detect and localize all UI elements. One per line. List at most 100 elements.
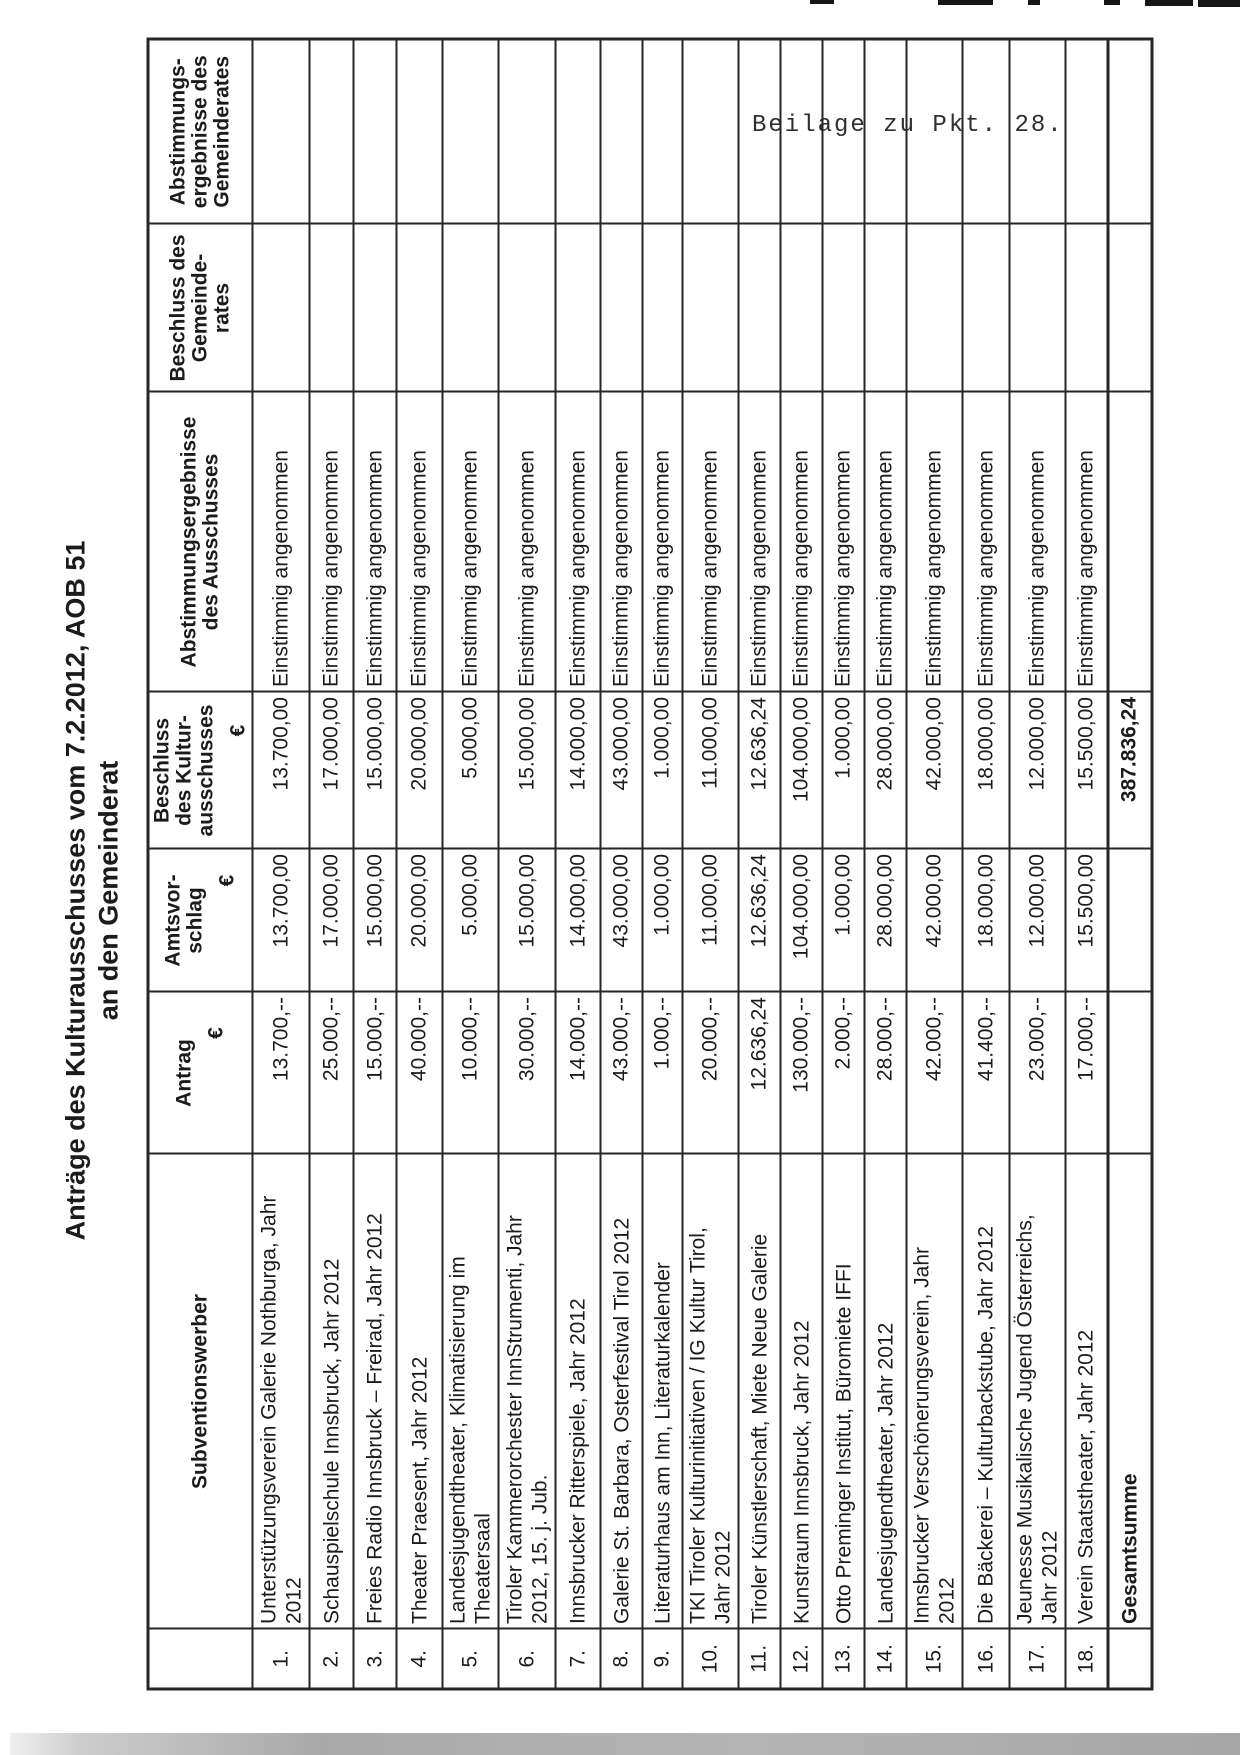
antrag-value: 42.000,--	[906, 992, 963, 1154]
applicant-name: TKI Tiroler Kulturinitiativen / IG Kultu…	[682, 1154, 739, 1629]
row-number: 13.	[822, 1629, 865, 1689]
table-row: 12. Kunstraum Innsbruck, Jahr 2012 130.0…	[780, 39, 823, 1689]
amtsvorschlag-value: 5.000,00	[442, 849, 499, 992]
abstimmung-gemeinderat-cell	[738, 39, 781, 224]
abstimmung-gemeinderat-cell	[1065, 39, 1108, 224]
beschluss-gemeinderat-total-cell	[1107, 224, 1152, 392]
applicant-name: Jeunesse Musikalische Jugend Österreichs…	[1009, 1154, 1066, 1629]
beschluss-gemeinderat-cell	[962, 224, 1010, 392]
applicant-name: Innsbrucker Ritterspiele, Jahr 2012	[555, 1154, 601, 1629]
row-number: 10.	[682, 1629, 739, 1689]
amtsvorschlag-value: 42.000,00	[906, 849, 963, 992]
vote-result: Einstimmig angenommen	[642, 392, 683, 692]
table-row: 9. Literaturhaus am Inn, Literaturkalend…	[642, 39, 683, 1689]
vote-result: Einstimmig angenommen	[962, 392, 1010, 692]
vote-total-cell	[1107, 392, 1152, 692]
table-row: 10. TKI Tiroler Kulturinitiativen / IG K…	[682, 39, 739, 1689]
row-number: 16.	[962, 1629, 1010, 1689]
col-header-abstimmung-gemeinderat: Abstimmungs- ergebnisse des Gemeinderate…	[148, 39, 253, 224]
beschluss-gemeinderat-cell	[906, 224, 963, 392]
page-title-line1: Anträge des Kulturausschusses vom 7.2.20…	[60, 540, 91, 1241]
abstimmung-gemeinderat-cell	[822, 39, 865, 224]
beschluss-value: 15.000,00	[498, 692, 556, 849]
beschluss-value: 12.000,00	[1009, 692, 1066, 849]
beschluss-value: 43.000,00	[600, 692, 643, 849]
vote-result: Einstimmig angenommen	[396, 392, 443, 692]
beschluss-gemeinderat-cell	[442, 224, 499, 392]
table-row: 5. Landesjugendtheater, Klimatisierung i…	[442, 39, 499, 1689]
amtsvorschlag-value: 43.000,00	[600, 849, 643, 992]
table-row: 13. Otto Preminger Institut, Büromiete I…	[822, 39, 865, 1689]
table-row: 6. Tiroler Kammerorchester InnStrumenti,…	[498, 39, 556, 1689]
table-row: 3. Freies Radio Innsbruck – Freirad, Jah…	[353, 39, 397, 1689]
antrag-value: 30.000,--	[498, 992, 556, 1154]
col-header-amtsvorschlag-label: Amtsvor- schlag	[161, 874, 207, 967]
table-row: 1. Unterstützungsverein Galerie Nothburg…	[252, 39, 310, 1689]
table-row: 11. Tiroler Künstlerschaft, Miete Neue G…	[738, 39, 781, 1689]
beschluss-value: 13.700,00	[252, 692, 310, 849]
total-label: Gesamtsumme	[1107, 1154, 1152, 1629]
applicant-name: Landesjugendtheater, Jahr 2012	[864, 1154, 907, 1629]
beschluss-value: 5.000,00	[442, 692, 499, 849]
euro-sign: €	[215, 874, 239, 887]
beschluss-gemeinderat-cell	[1065, 224, 1108, 392]
table-row: 15. Innsbrucker Verschönerungsverein, Ja…	[906, 39, 963, 1689]
beschluss-value: 1.000,00	[822, 692, 865, 849]
abstimmung-gemeinderat-cell	[780, 39, 823, 224]
applicant-name: Schauspielschule Innsbruck, Jahr 2012	[309, 1154, 354, 1629]
scan-artifact-dash	[1104, 0, 1120, 5]
euro-sign: €	[226, 724, 250, 737]
vote-result: Einstimmig angenommen	[682, 392, 739, 692]
antrag-value: 23.000,--	[1009, 992, 1066, 1154]
antrag-value: 28.000,--	[864, 992, 907, 1154]
beschluss-gemeinderat-cell	[252, 224, 310, 392]
beschluss-value: 20.000,00	[396, 692, 443, 849]
antrag-value: 13.700,--	[252, 992, 310, 1154]
beschluss-value: 17.000,00	[309, 692, 354, 849]
col-header-beschluss-kultur-label: Beschluss des Kultur- ausschusses	[150, 704, 218, 837]
amtsvorschlag-value: 11.000,00	[682, 849, 739, 992]
col-header-beschluss-gemeinderat: Beschluss des Gemeinde- rates	[148, 224, 253, 392]
vote-result: Einstimmig angenommen	[353, 392, 397, 692]
amtsvorschlag-value: 1.000,00	[822, 849, 865, 992]
row-number: 3.	[353, 1629, 397, 1689]
scan-artifact-dash	[938, 0, 993, 5]
vote-result: Einstimmig angenommen	[822, 392, 865, 692]
vote-result: Einstimmig angenommen	[1009, 392, 1066, 692]
beschluss-gemeinderat-cell	[738, 224, 781, 392]
vote-result: Einstimmig angenommen	[780, 392, 823, 692]
page-title: Anträge des Kulturausschusses vom 7.2.20…	[60, 26, 126, 1755]
amtsvorschlag-value: 104.000,00	[780, 849, 823, 992]
col-header-abstimmung-ausschuss: Abstimmungsergebnisse des Ausschusses	[148, 392, 253, 692]
beschluss-gemeinderat-cell	[498, 224, 556, 392]
applicant-name: Literaturhaus am Inn, Literaturkalender	[642, 1154, 683, 1629]
applicant-name: Unterstützungsverein Galerie Nothburga, …	[252, 1154, 310, 1629]
row-number: 4.	[396, 1629, 443, 1689]
beschluss-value: 15.500,00	[1065, 692, 1108, 849]
scan-artifact-dash	[1198, 0, 1240, 7]
row-number: 6.	[498, 1629, 556, 1689]
amtsvorschlag-value: 20.000,00	[396, 849, 443, 992]
col-header-beschluss-kultur: Beschluss des Kultur- ausschusses €	[148, 692, 253, 849]
vote-result: Einstimmig angenommen	[555, 392, 601, 692]
abstimmung-gemeinderat-cell	[353, 39, 397, 224]
amtsvorschlag-value: 15.000,00	[498, 849, 556, 992]
amtsvorschlag-value: 15.500,00	[1065, 849, 1108, 992]
amtsvorschlag-total	[1107, 849, 1152, 992]
antrag-value: 1.000,--	[642, 992, 683, 1154]
abstimmung-gemeinderat-cell	[309, 39, 354, 224]
applicant-name: Freies Radio Innsbruck – Freirad, Jahr 2…	[353, 1154, 397, 1629]
table-row: 18. Verein Staatstheater, Jahr 2012 17.0…	[1065, 39, 1108, 1689]
col-header-amtsvorschlag: Amtsvor- schlag €	[148, 849, 253, 992]
applicant-name: Die Bäckerei – Kulturbackstube, Jahr 201…	[962, 1154, 1010, 1629]
antrag-value: 130.000,--	[780, 992, 823, 1154]
row-number: 9.	[642, 1629, 683, 1689]
beschluss-total: 387.836,24	[1107, 692, 1152, 849]
row-number: 5.	[442, 1629, 499, 1689]
scan-artifact-dash	[810, 0, 834, 4]
beschluss-value: 1.000,00	[642, 692, 683, 849]
abstimmung-gemeinderat-cell	[555, 39, 601, 224]
beschluss-value: 28.000,00	[864, 692, 907, 849]
beschluss-gemeinderat-cell	[864, 224, 907, 392]
